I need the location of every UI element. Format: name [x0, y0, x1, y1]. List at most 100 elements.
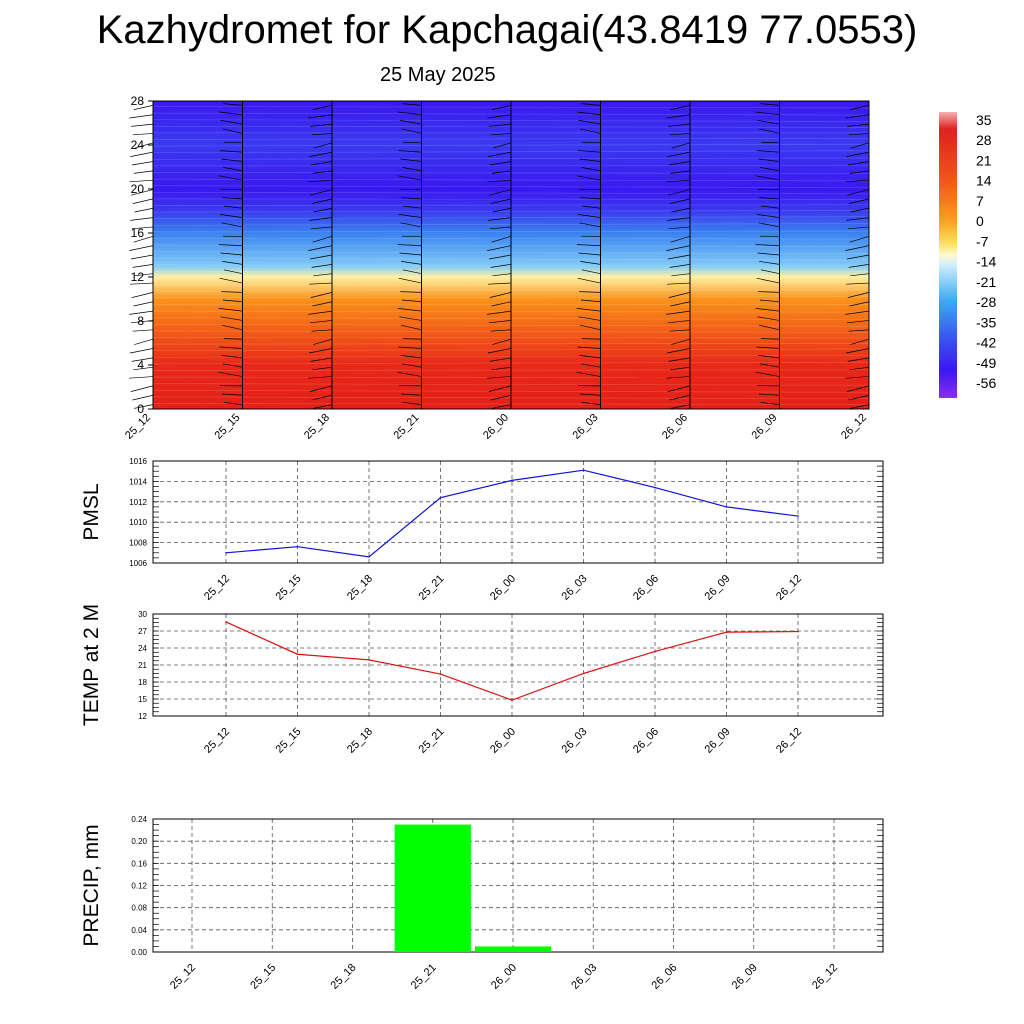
wind-barb — [219, 277, 243, 284]
y-tick-label: 15 — [138, 695, 147, 704]
temperature-colorbar: 35 28 21 14 7 0 -7 -14 -21 -28 -35 -42 -49 -56 — [939, 112, 996, 398]
x-tick-label: 26_03 — [560, 573, 590, 603]
wind-barb — [491, 235, 512, 243]
x-tick-label: 25_15 — [274, 573, 304, 603]
wind-barb — [579, 355, 601, 359]
wind-barb — [759, 197, 780, 200]
wind-barb — [578, 120, 601, 125]
wind-barb — [134, 273, 154, 277]
pmsl-data-point — [225, 552, 227, 554]
wind-barb — [400, 158, 422, 162]
wind-barb — [402, 269, 422, 275]
wind-barb — [847, 292, 870, 298]
wind-barb — [490, 133, 512, 136]
wind-barb — [849, 235, 870, 243]
wind-barb — [489, 292, 512, 298]
wind-barb — [668, 189, 691, 196]
wind-barb — [133, 301, 154, 307]
wind-barb — [222, 261, 243, 265]
colorbar-label: 7 — [976, 193, 984, 209]
wind-barb — [671, 142, 691, 149]
wind-barb — [581, 338, 601, 340]
wind-barb — [223, 269, 243, 275]
heatmap-x-tick-label: 26_09 — [750, 412, 780, 442]
x-tick-label: 26_03 — [569, 962, 599, 992]
wind-barb — [132, 133, 154, 136]
wind-barb — [223, 338, 243, 340]
y-tick-label: 0.16 — [131, 859, 147, 868]
wind-barb — [402, 402, 422, 405]
wind-barb — [312, 170, 333, 174]
colorbar-label: -49 — [976, 355, 996, 371]
wind-barb — [491, 301, 512, 307]
colorbar-label: -21 — [976, 274, 996, 290]
heatmap-y-tick-label: 16 — [131, 226, 145, 240]
wind-barb — [134, 404, 154, 409]
wind-barb — [313, 338, 333, 345]
temp-data-point — [296, 653, 299, 656]
wind-barb — [310, 161, 333, 166]
wind-barb — [131, 357, 154, 362]
wind-barb — [667, 254, 691, 260]
wind-barb — [671, 273, 691, 277]
wind-barb — [218, 371, 243, 377]
wind-barb — [846, 282, 870, 285]
pmsl-data-point — [511, 479, 513, 482]
wind-barb — [666, 310, 691, 315]
wind-barb — [223, 103, 243, 106]
wind-barb — [402, 103, 422, 106]
wind-barb — [131, 292, 154, 298]
x-tick-label: 26_12 — [774, 573, 804, 603]
wind-barb — [580, 128, 601, 134]
wind-barb — [667, 385, 691, 392]
y-tick-label: 1008 — [129, 539, 147, 548]
wind-barb — [313, 207, 333, 213]
wind-barb — [846, 385, 870, 392]
wind-barb — [492, 273, 512, 277]
wind-barb — [398, 346, 422, 349]
wind-barb — [489, 189, 512, 196]
x-tick-label: 26_06 — [631, 726, 661, 756]
wind-barb — [221, 393, 243, 396]
y-tick-label: 12 — [138, 712, 147, 721]
wind-barb — [489, 226, 512, 230]
wind-barb — [311, 264, 333, 268]
wind-barb — [402, 205, 422, 209]
wind-barb — [579, 393, 601, 396]
wind-barb — [487, 310, 512, 315]
wind-barb — [311, 198, 333, 204]
y-tick-label: 0.04 — [131, 926, 147, 935]
wind-barb — [133, 170, 154, 174]
pmsl-data-point — [582, 469, 585, 471]
x-tick-label: 25_12 — [168, 962, 198, 992]
wind-barb — [400, 291, 422, 293]
temp-data-point — [654, 650, 656, 653]
wind-barb — [402, 167, 422, 172]
pmsl-data-point — [797, 515, 799, 517]
wind-barb — [398, 277, 422, 284]
wind-barb — [488, 282, 512, 285]
wind-barb — [758, 158, 780, 162]
wind-barb — [578, 316, 601, 321]
wind-barb — [760, 402, 780, 405]
wind-barb — [221, 291, 243, 293]
wind-barb — [487, 245, 512, 251]
wind-barb — [670, 301, 691, 307]
wind-barb — [758, 291, 780, 293]
wind-barb — [399, 120, 422, 125]
wind-barb — [670, 366, 691, 371]
wind-barb — [312, 301, 333, 307]
wind-barb — [130, 282, 154, 285]
wind-barb — [667, 320, 691, 324]
wind-barb — [848, 133, 870, 136]
wind-barb — [667, 282, 691, 285]
wind-barb — [400, 222, 422, 228]
wind-barb — [221, 222, 243, 228]
heatmap-x-tick-label: 26_03 — [571, 412, 601, 442]
wind-barb — [760, 205, 780, 209]
wind-barb — [666, 348, 691, 354]
wind-barb — [581, 269, 601, 275]
wind-barb — [669, 133, 691, 136]
wind-barb — [309, 282, 333, 285]
